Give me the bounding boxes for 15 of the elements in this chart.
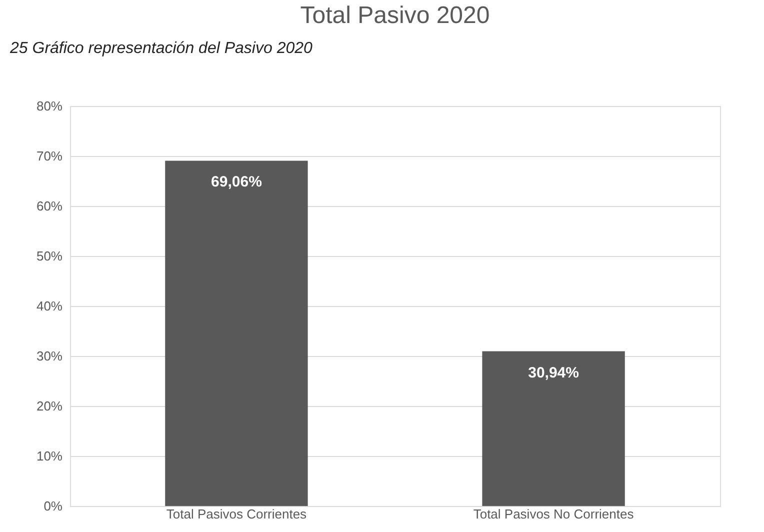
data-label: 69,06% [211, 174, 262, 191]
y-tick-label: 50% [36, 248, 63, 264]
y-tick-label: 70% [36, 148, 63, 164]
x-tick-label: Total Pasivos Corrientes [166, 506, 308, 522]
data-label: 30,94% [528, 364, 579, 382]
y-tick-label: 10% [36, 448, 63, 464]
x-tick-label: Total Pasivos No Corrientes [473, 506, 634, 522]
y-tick-label: 30% [36, 348, 63, 364]
y-tick-label: 40% [36, 298, 63, 314]
y-tick-label: 80% [36, 98, 63, 114]
y-tick-label: 0% [44, 498, 63, 514]
y-tick-label: 60% [36, 198, 63, 214]
y-tick-label: 20% [36, 398, 63, 414]
chart-title: Total Pasivo 2020 [300, 2, 490, 29]
text: 25 Gráfico representación del Pasivo 2020 [9, 40, 313, 57]
